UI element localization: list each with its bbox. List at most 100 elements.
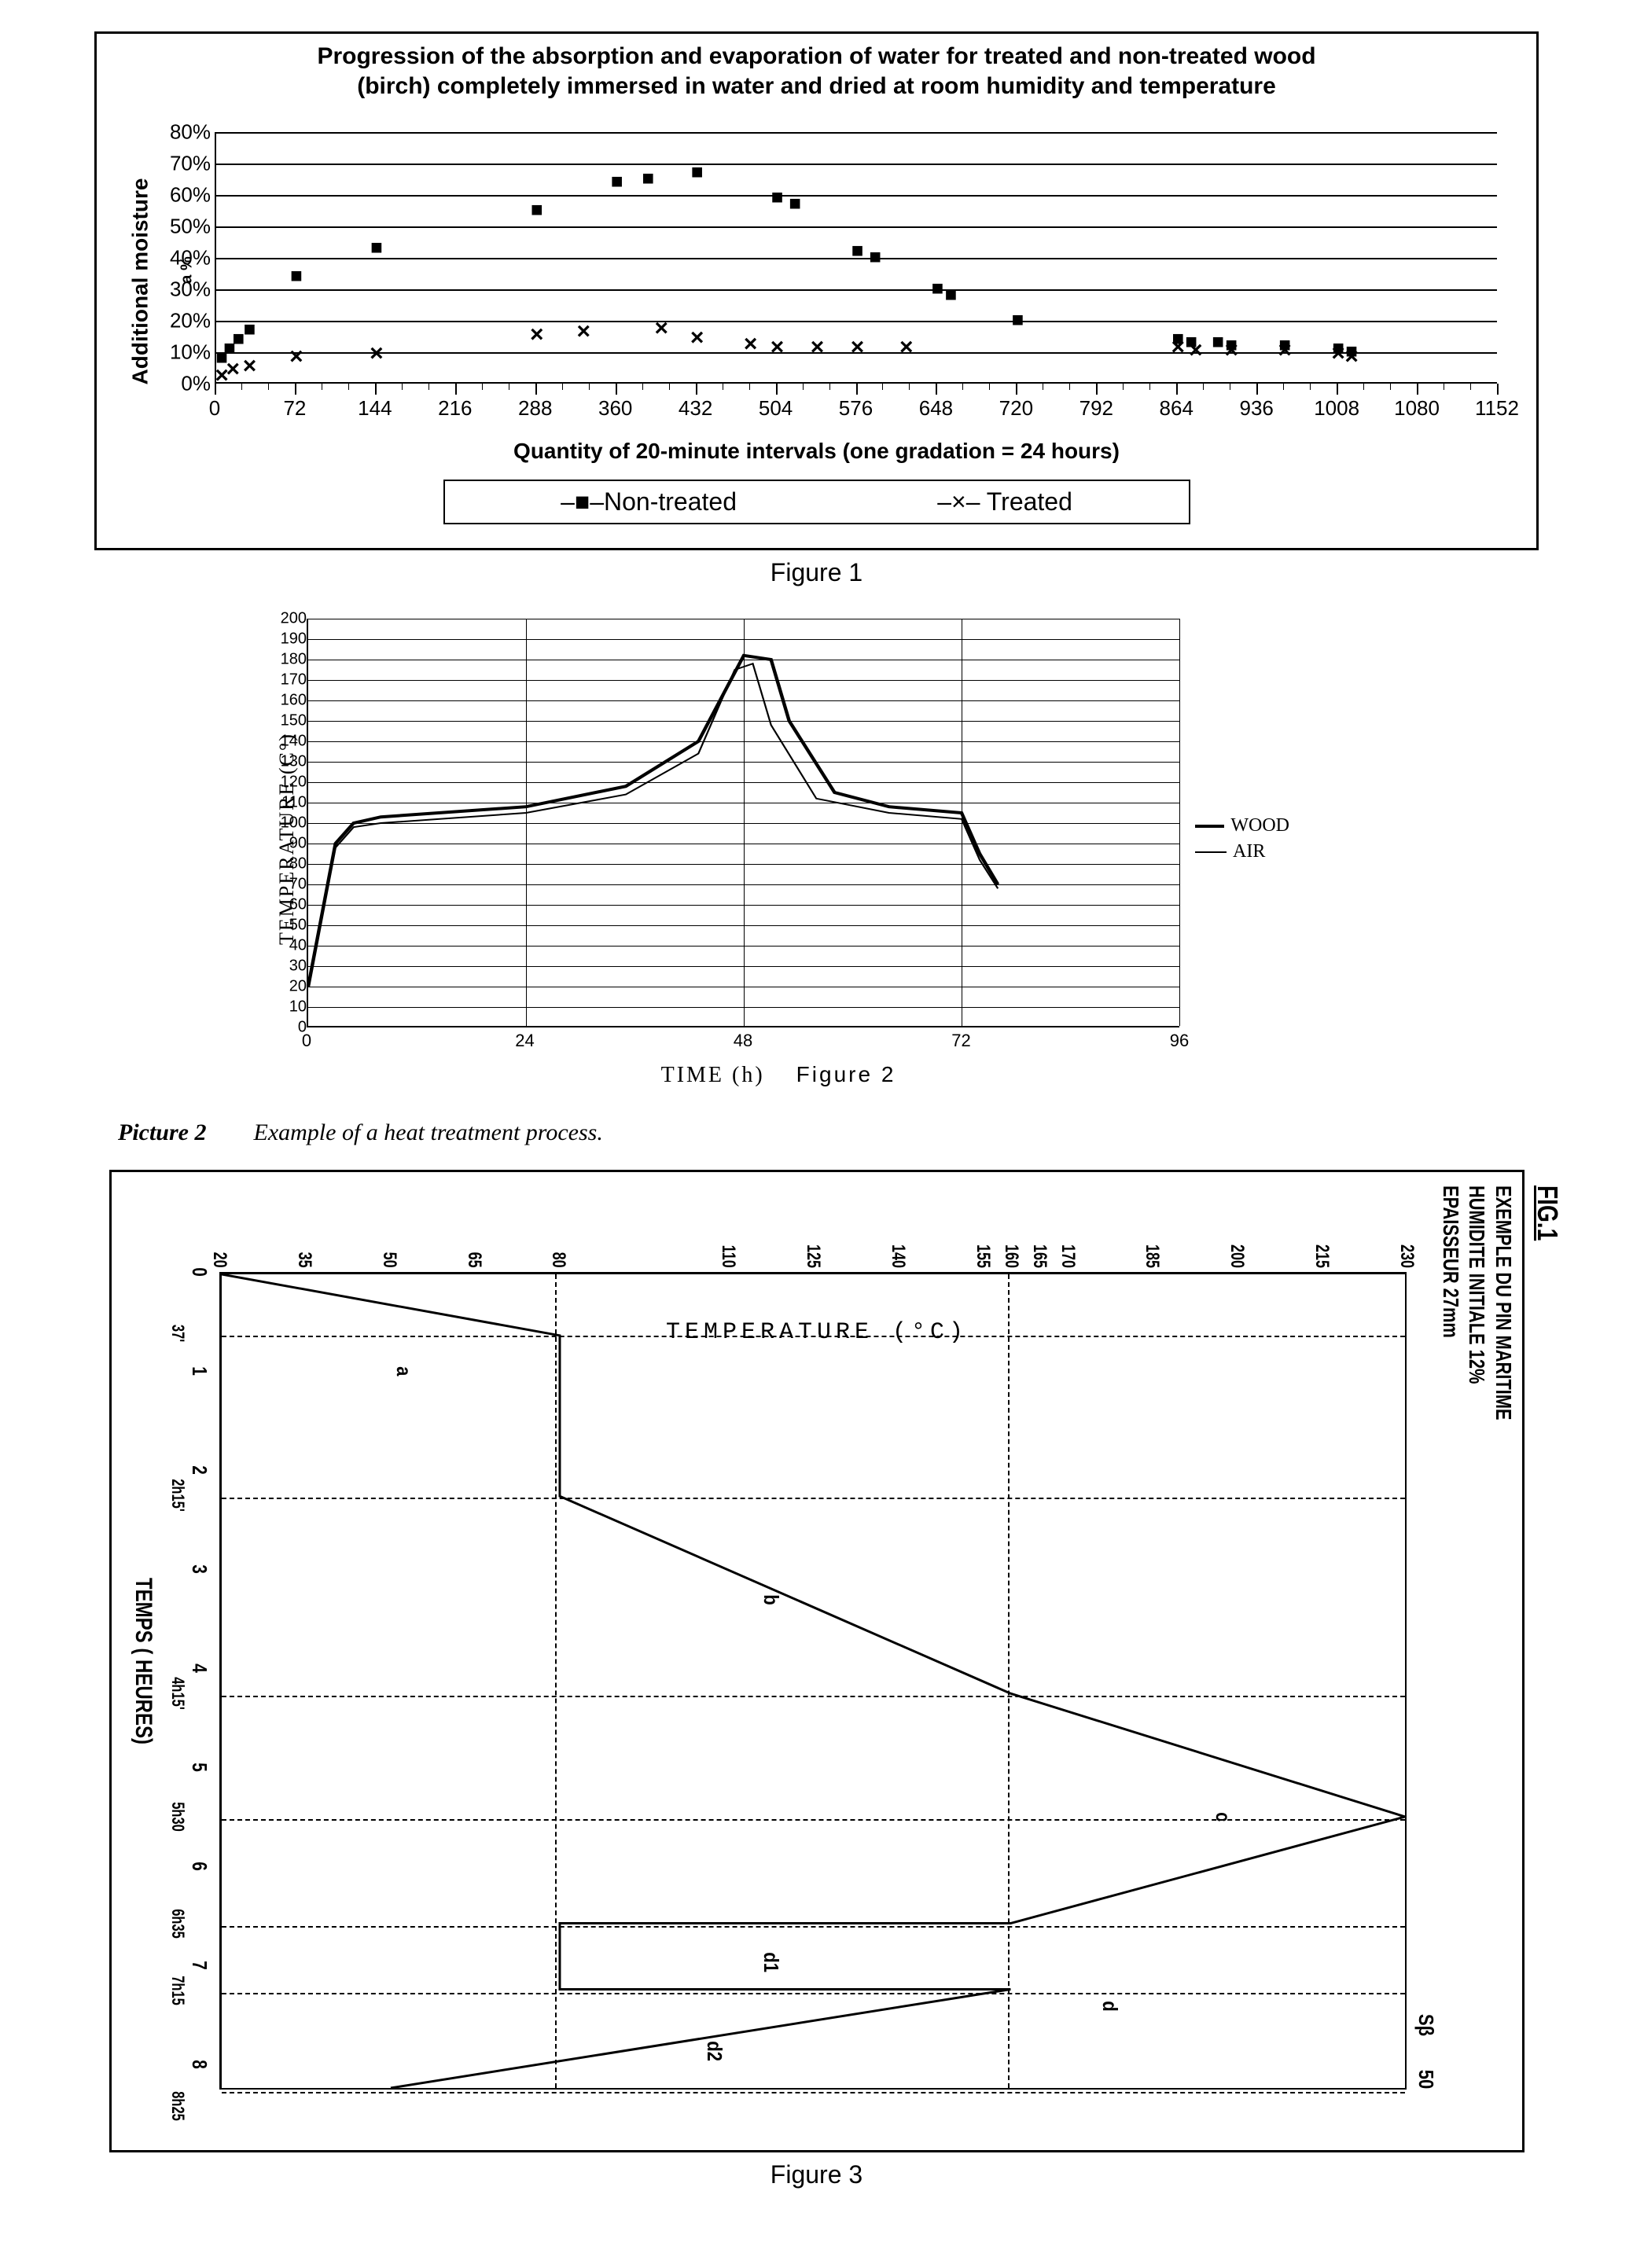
figure-1-xtick-minor bbox=[962, 384, 963, 390]
figure-1-xtick-minor bbox=[241, 384, 242, 390]
figure-1-ytick: 80% bbox=[170, 120, 211, 145]
figure-1-xtick-major bbox=[535, 384, 537, 395]
figure-1-xtick-minor bbox=[268, 384, 269, 390]
figure-3-ytick: 65 bbox=[462, 1252, 484, 1268]
figure-3-header-line3: EPAISSEUR 27mm bbox=[1438, 1185, 1462, 1338]
figure-1-xtick-minor bbox=[749, 384, 750, 390]
figure-2-ytick: 110 bbox=[281, 794, 307, 812]
figure-3-phase-label: d2 bbox=[702, 2042, 726, 2062]
figure-3-dashline-h bbox=[555, 1274, 557, 2088]
figure-1-container: Progression of the absorption and evapor… bbox=[94, 31, 1539, 550]
figure-1-point-non-treated: ■ bbox=[691, 161, 704, 185]
figure-1-xtick-minor bbox=[1069, 384, 1070, 390]
figure-1-xtick-minor bbox=[803, 384, 804, 390]
figure-3-header-line1: EXEMPLE DU PIN MARITIME bbox=[1491, 1185, 1516, 1421]
figure-2-ytick: 100 bbox=[281, 814, 307, 833]
figure-1-gridline bbox=[216, 195, 1497, 197]
figure-2-xtick: 24 bbox=[515, 1031, 534, 1051]
figure-1-xtick-minor bbox=[882, 384, 883, 390]
figure-1-grid: ■■■■■■■■■■■■■■■■■■■■■■■■××××××××××××××××… bbox=[215, 132, 1497, 384]
figure-1-xtick-minor bbox=[989, 384, 990, 390]
figure-1-xtick-major bbox=[455, 384, 457, 395]
figure-1-gridline bbox=[216, 132, 1497, 134]
figure-1-ytick: 50% bbox=[170, 215, 211, 239]
figure-2-xtick: 72 bbox=[951, 1031, 970, 1051]
figure-3-ytick: 110 bbox=[717, 1245, 739, 1268]
figure-1-point-treated: × bbox=[654, 317, 668, 344]
figure-1-point-non-treated: ■ bbox=[851, 240, 864, 263]
figure-1-title-line2: (birch) completely immersed in water and… bbox=[357, 73, 1276, 99]
figure-3-phase-label: d bbox=[1098, 2001, 1122, 2012]
figure-3-ytick: 80 bbox=[547, 1252, 569, 1268]
figure-1-xtick-major bbox=[1176, 384, 1178, 395]
figure-3-rotated-inner: FIG.1 EXEMPLE DU PIN MARITIME HUMIDITE I… bbox=[109, 1170, 1525, 2152]
figure-1-xtick-minor bbox=[669, 384, 670, 390]
figure-1-legend-non-treated: –■–Non-treated bbox=[561, 487, 737, 516]
figure-3-yticks: 2035506580110125140155160165170185200215… bbox=[219, 1217, 1407, 1268]
figure-2-xaxis-label: TIME (h) bbox=[661, 1063, 765, 1087]
figure-2-ytick: 40 bbox=[289, 937, 307, 955]
figure-2-body: TEMPERATURE (C°) 01020304050607080901001… bbox=[267, 619, 1289, 1059]
figure-3-xtick-num: 5 bbox=[187, 1763, 211, 1773]
figure-1-xtick-minor bbox=[642, 384, 643, 390]
figure-1-point-treated: × bbox=[530, 323, 544, 350]
figure-2-ytick: 80 bbox=[289, 855, 307, 873]
figure-1-xtick: 1080 bbox=[1394, 396, 1440, 421]
figure-1-xtick-minor bbox=[829, 384, 830, 390]
figure-3-ytick: 185 bbox=[1141, 1244, 1163, 1268]
figure-3-ytick: 165 bbox=[1028, 1244, 1050, 1268]
figure-2-xtick: 48 bbox=[734, 1031, 752, 1051]
figure-2-ytick: 70 bbox=[289, 876, 307, 894]
figure-1-yticks: 0%10%20%30%40%50%60%70%80% bbox=[148, 132, 211, 384]
figure-3-xtick-time: 8h25 bbox=[167, 2092, 188, 2122]
figure-2-legend-wood: WOOD bbox=[1195, 815, 1289, 836]
figure-1-xtick-major bbox=[215, 384, 216, 395]
figure-3-ytick: 230 bbox=[1396, 1244, 1418, 1268]
figure-1-xtick: 720 bbox=[999, 396, 1033, 421]
figure-3-phase-label: c bbox=[1211, 1812, 1235, 1821]
figure-1-caption: Figure 1 bbox=[94, 558, 1539, 587]
figure-3-caption: Figure 3 bbox=[94, 2160, 1539, 2189]
figure-1-point-non-treated: ■ bbox=[1212, 331, 1224, 355]
figure-2-gridline-v bbox=[526, 619, 527, 1026]
figure-3-ytick: 125 bbox=[802, 1244, 824, 1268]
figure-3-xtick-time: 2h15' bbox=[167, 1479, 188, 1512]
figure-1-xticks: 0721442162883604325045766487207928649361… bbox=[215, 396, 1497, 428]
figure-2-legend-air-label: AIR bbox=[1233, 841, 1265, 862]
figure-1-body: Additional moisture a % 0%10%20%30%40%50… bbox=[112, 132, 1521, 431]
figure-3-xtick-num: 0 bbox=[187, 1267, 211, 1277]
figure-1-point-treated: × bbox=[242, 355, 256, 381]
figure-3-chart-area: abcdd1d2 bbox=[219, 1272, 1407, 2090]
figure-1-point-treated: × bbox=[289, 345, 303, 372]
figure-1-xtick: 144 bbox=[358, 396, 392, 421]
figure-3-xtick-num: 7 bbox=[187, 1961, 211, 1971]
figure-1-point-non-treated: ■ bbox=[370, 237, 383, 260]
figure-3-header: EXEMPLE DU PIN MARITIME HUMIDITE INITIAL… bbox=[1437, 1185, 1517, 1421]
figure-1-chart-area: 0%10%20%30%40%50%60%70%80% ■■■■■■■■■■■■■… bbox=[215, 132, 1497, 431]
figure-1-point-treated: × bbox=[1331, 342, 1345, 369]
figure-2-ytick: 90 bbox=[289, 835, 307, 853]
figure-1-point-treated: × bbox=[1171, 336, 1185, 362]
figure-1-xtick-major bbox=[1417, 384, 1418, 395]
figure-2-legend-wood-label: WOOD bbox=[1230, 815, 1289, 836]
figure-2-yticks: 0102030405060708090100110120130140150160… bbox=[269, 619, 307, 1027]
figure-2-ytick: 140 bbox=[281, 733, 307, 751]
figure-2-ytick: 50 bbox=[289, 917, 307, 935]
figure-3-ytick: 160 bbox=[999, 1244, 1021, 1268]
figure-1-xtick-major bbox=[295, 384, 296, 395]
figure-3-dashline-h bbox=[1007, 1274, 1009, 2088]
figure-3-series-temp bbox=[222, 1274, 1405, 2088]
figure-1-xtick-minor bbox=[428, 384, 429, 390]
figure-1-point-treated: × bbox=[771, 336, 785, 362]
figure-1-point-treated: × bbox=[226, 358, 240, 384]
figure-1-xtick-minor bbox=[402, 384, 403, 390]
figure-1-point-non-treated: ■ bbox=[869, 246, 881, 270]
figure-1-xtick: 0 bbox=[209, 396, 220, 421]
figure-3-dashline-v bbox=[222, 1498, 1405, 1499]
figure-1-xtick: 288 bbox=[518, 396, 552, 421]
figure-1-xaxis-label: Quantity of 20-minute intervals (one gra… bbox=[112, 439, 1521, 464]
figure-2-chart-area: 0102030405060708090100110120130140150160… bbox=[307, 619, 1179, 1059]
figure-1-xtick: 1152 bbox=[1475, 396, 1519, 421]
figure-2-ytick: 170 bbox=[281, 671, 307, 689]
figure-2-ytick: 120 bbox=[281, 774, 307, 792]
